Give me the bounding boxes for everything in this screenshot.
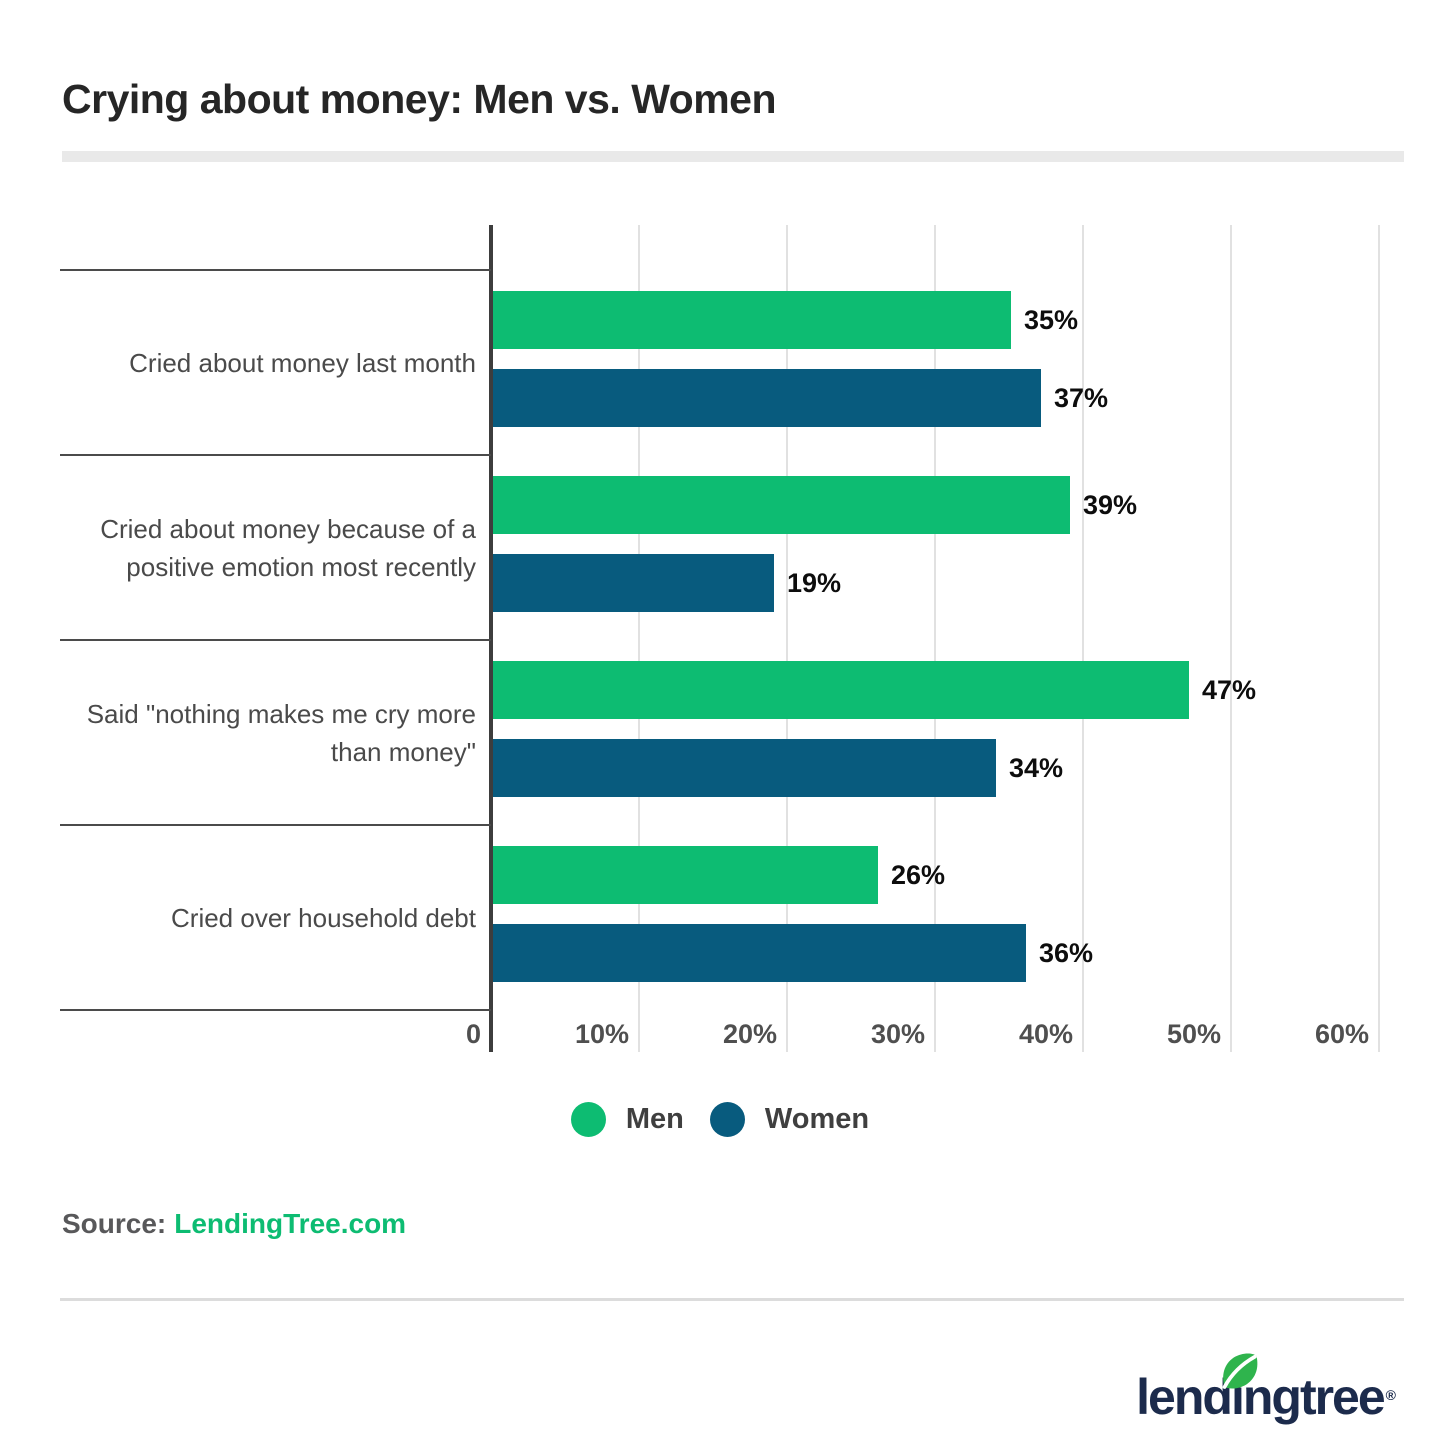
footer-divider — [60, 1298, 1404, 1301]
row-separator — [60, 454, 491, 456]
row-separator — [60, 1009, 491, 1011]
value-label: 26% — [891, 860, 946, 890]
row-separator — [60, 269, 491, 271]
gridline — [1230, 225, 1232, 1052]
value-label: 39% — [1083, 490, 1138, 520]
bar-women — [493, 924, 1026, 982]
bar-women — [493, 369, 1041, 427]
value-label: 34% — [1009, 753, 1064, 783]
lendingtree-logo: lendı ngtree ® — [1136, 1353, 1396, 1425]
x-tick-label: 0 — [465, 1019, 481, 1049]
chart-title: Crying about money: Men vs. Women — [62, 76, 777, 122]
registered-mark: ® — [1385, 1387, 1396, 1403]
legend-item-men: Men — [570, 1102, 684, 1137]
category-label: Cried about money last month — [129, 347, 476, 378]
value-label: 37% — [1054, 383, 1109, 413]
bar-men — [493, 846, 878, 904]
legend: Men Women — [60, 1102, 1380, 1137]
x-tick-label: 60% — [1314, 1019, 1369, 1049]
legend-label-women: Women — [764, 1103, 870, 1135]
legend-label-men: Men — [625, 1103, 684, 1135]
gridline — [638, 225, 640, 1052]
women-swatch-icon — [709, 1102, 745, 1137]
bar-men — [493, 476, 1070, 534]
men-swatch-icon — [570, 1102, 606, 1137]
row-separator — [60, 824, 491, 826]
bar-men — [493, 661, 1189, 719]
x-tick-label: 30% — [870, 1019, 925, 1049]
source-link[interactable]: LendingTree.com — [174, 1208, 407, 1239]
bar-women — [493, 739, 996, 797]
source-line: Source: LendingTree.com — [62, 1208, 406, 1240]
logo-text: lend — [1136, 1369, 1233, 1425]
gridline — [1378, 225, 1380, 1052]
x-tick-label: 20% — [722, 1019, 777, 1049]
x-tick-label: 10% — [574, 1019, 629, 1049]
x-tick-label: 50% — [1166, 1019, 1221, 1049]
x-tick-label: 40% — [1018, 1019, 1073, 1049]
gridline — [1082, 225, 1084, 1052]
bar-men — [493, 291, 1011, 349]
title-underline — [62, 151, 1404, 162]
category-label: Said "nothing makes me cry more than mon… — [86, 698, 476, 767]
category-label: Cried over household debt — [171, 902, 476, 933]
category-label: Cried about money because of a positive … — [100, 513, 476, 582]
bar-women — [493, 554, 774, 612]
legend-item-women: Women — [709, 1102, 870, 1137]
gridline — [934, 225, 936, 1052]
value-label: 35% — [1024, 305, 1079, 335]
gridline — [786, 225, 788, 1052]
value-label: 36% — [1039, 938, 1094, 968]
leaf-icon — [1222, 1353, 1258, 1389]
logo-text: ngtree — [1242, 1369, 1386, 1425]
source-label: Source: — [62, 1208, 167, 1239]
value-label: 47% — [1202, 675, 1257, 705]
y-axis-line — [489, 225, 493, 1052]
row-separator — [60, 639, 491, 641]
value-label: 19% — [787, 568, 842, 598]
